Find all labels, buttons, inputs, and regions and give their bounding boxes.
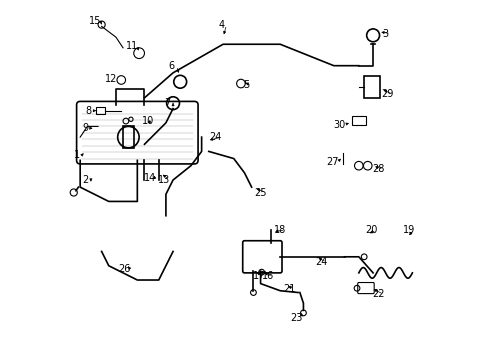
Text: 19: 19 (402, 225, 414, 235)
Text: 16: 16 (261, 271, 273, 282)
Text: 28: 28 (371, 164, 384, 174)
Text: 10: 10 (142, 116, 154, 126)
Text: 23: 23 (289, 312, 302, 323)
Text: 4: 4 (218, 19, 224, 30)
Text: 22: 22 (371, 289, 384, 299)
Bar (364, 76, 380, 98)
Text: 27: 27 (325, 157, 338, 167)
Text: 8: 8 (85, 106, 91, 116)
Text: 26: 26 (119, 264, 131, 274)
Text: 7: 7 (164, 98, 170, 108)
Text: 17: 17 (252, 271, 264, 282)
Bar (96, 108, 105, 114)
Bar (123, 126, 134, 148)
Text: 9: 9 (82, 123, 88, 133)
Text: 2: 2 (82, 175, 88, 185)
Text: 13: 13 (158, 175, 170, 185)
Text: 14: 14 (143, 173, 156, 183)
Text: 24: 24 (314, 257, 327, 267)
Text: 21: 21 (283, 284, 295, 294)
Text: 5: 5 (243, 80, 249, 90)
Text: 3: 3 (382, 28, 388, 39)
Text: 6: 6 (168, 61, 174, 71)
Text: 20: 20 (365, 225, 377, 235)
Text: 15: 15 (89, 16, 101, 26)
Text: 12: 12 (105, 74, 118, 84)
Text: 29: 29 (381, 89, 393, 99)
Text: 25: 25 (254, 188, 266, 198)
Text: 30: 30 (332, 120, 345, 130)
Text: 11: 11 (125, 41, 138, 51)
Bar (351, 116, 365, 125)
Text: 24: 24 (209, 132, 222, 142)
Text: 18: 18 (274, 225, 286, 235)
Text: 1: 1 (73, 150, 80, 160)
